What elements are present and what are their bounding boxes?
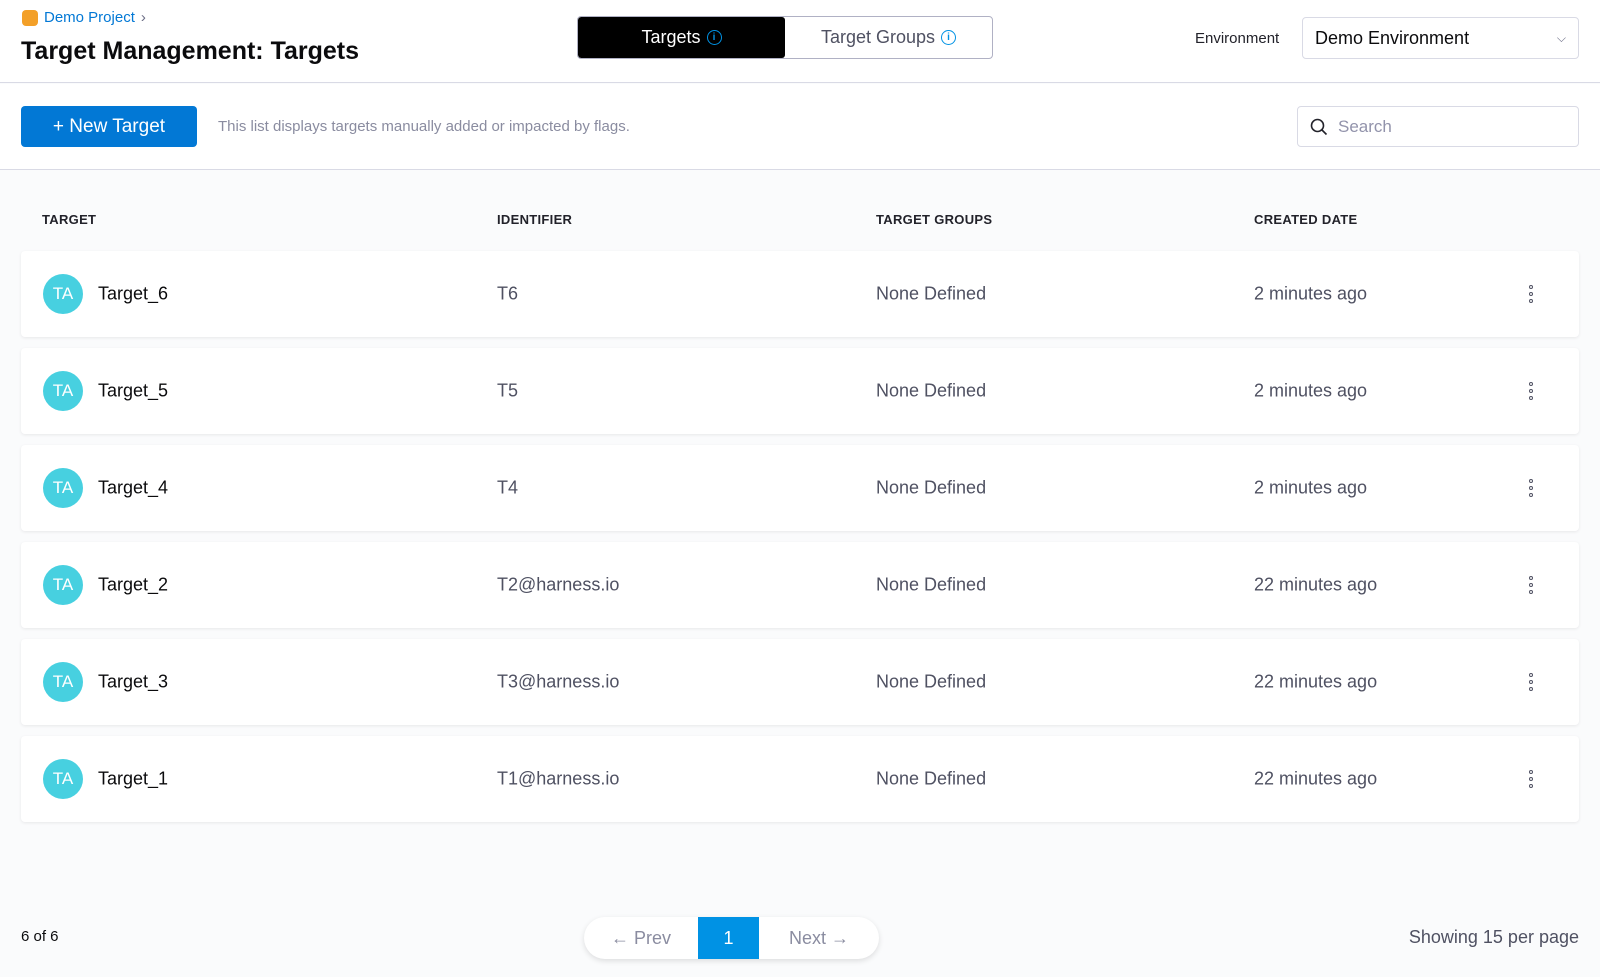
target-name[interactable]: Target_4 — [98, 477, 169, 498]
more-options-icon[interactable] — [1521, 282, 1541, 306]
search-box[interactable] — [1297, 106, 1579, 147]
pagination: ← Prev 1 Next → — [584, 917, 879, 959]
target-identifier: T2@harness.io — [497, 574, 620, 595]
target-groups: None Defined — [876, 768, 987, 789]
column-identifier[interactable]: IDENTIFIER — [497, 212, 573, 227]
target-groups: None Defined — [876, 380, 987, 401]
environment-label: Environment — [1195, 30, 1280, 47]
more-options-icon[interactable] — [1521, 670, 1541, 694]
avatar: TA — [43, 759, 83, 799]
table-row[interactable]: TA Target_4 T4 None Defined 2 minutes ag… — [21, 445, 1579, 531]
environment-select[interactable]: Demo Environment ⌵ — [1302, 17, 1579, 59]
page-1-button[interactable]: 1 — [698, 917, 759, 959]
created-date: 2 minutes ago — [1254, 380, 1368, 401]
target-identifier: T5 — [497, 380, 519, 401]
avatar: TA — [43, 274, 83, 314]
target-identifier: T6 — [497, 283, 519, 304]
created-date: 22 minutes ago — [1254, 768, 1378, 789]
search-input[interactable] — [1338, 116, 1558, 137]
more-options-icon[interactable] — [1521, 379, 1541, 403]
breadcrumb[interactable]: Demo Project › — [22, 9, 146, 26]
tab-targets[interactable]: Targets i — [578, 17, 785, 58]
breadcrumb-project[interactable]: Demo Project — [44, 9, 135, 26]
created-date: 22 minutes ago — [1254, 574, 1378, 595]
column-created-date[interactable]: CREATED DATE — [1254, 212, 1358, 227]
tab-label: Target Groups — [820, 27, 936, 47]
search-icon — [1310, 118, 1328, 135]
info-icon[interactable]: i — [706, 30, 722, 45]
result-count: 6 of 6 — [21, 928, 59, 945]
column-target[interactable]: TARGET — [42, 212, 97, 227]
avatar: TA — [43, 371, 83, 411]
target-name[interactable]: Target_1 — [98, 768, 169, 789]
created-date: 2 minutes ago — [1254, 283, 1368, 304]
target-name[interactable]: Target_5 — [98, 380, 169, 401]
next-button[interactable]: Next → — [788, 927, 849, 948]
view-toggle: Targets i Target Groups i — [577, 16, 993, 59]
project-logo-icon — [22, 9, 38, 26]
target-groups: None Defined — [876, 574, 987, 595]
more-options-icon[interactable] — [1521, 767, 1541, 791]
target-identifier: T3@harness.io — [497, 671, 620, 692]
avatar: TA — [43, 662, 83, 702]
chevron-right-icon: › — [140, 9, 146, 26]
target-name[interactable]: Target_3 — [98, 671, 169, 692]
table-row[interactable]: TA Target_6 T6 None Defined 2 minutes ag… — [21, 251, 1579, 337]
page-header: Demo Project › Target Management: Target… — [0, 0, 1600, 83]
tab-label: Targets — [641, 27, 701, 47]
avatar: TA — [43, 565, 83, 605]
info-icon[interactable]: i — [941, 30, 957, 45]
column-target-groups[interactable]: TARGET GROUPS — [876, 212, 993, 227]
target-identifier: T1@harness.io — [497, 768, 620, 789]
created-date: 22 minutes ago — [1254, 671, 1378, 692]
target-name[interactable]: Target_6 — [98, 283, 169, 304]
environment-value: Demo Environment — [1315, 27, 1470, 48]
target-name[interactable]: Target_2 — [98, 574, 169, 595]
table-row[interactable]: TA Target_3 T3@harness.io None Defined 2… — [21, 639, 1579, 725]
toolbar: + New Target This list displays targets … — [0, 84, 1600, 170]
tab-target-groups[interactable]: Target Groups i — [785, 17, 992, 58]
prev-button[interactable]: ← Prev — [610, 927, 671, 948]
avatar: TA — [43, 468, 83, 508]
target-groups: None Defined — [876, 671, 987, 692]
table-row[interactable]: TA Target_2 T2@harness.io None Defined 2… — [21, 542, 1579, 628]
table-row[interactable]: TA Target_1 T1@harness.io None Defined 2… — [21, 736, 1579, 822]
target-identifier: T4 — [497, 477, 519, 498]
more-options-icon[interactable] — [1521, 476, 1541, 500]
more-options-icon[interactable] — [1521, 573, 1541, 597]
target-groups: None Defined — [876, 477, 987, 498]
new-target-button[interactable]: + New Target — [21, 106, 197, 147]
per-page-label: Showing 15 per page — [1408, 927, 1579, 947]
table-row[interactable]: TA Target_5 T5 None Defined 2 minutes ag… — [21, 348, 1579, 434]
list-hint: This list displays targets manually adde… — [218, 118, 630, 135]
page-title: Target Management: Targets — [21, 37, 360, 65]
chevron-down-icon: ⌵ — [1556, 30, 1566, 45]
created-date: 2 minutes ago — [1254, 477, 1368, 498]
target-groups: None Defined — [876, 283, 987, 304]
